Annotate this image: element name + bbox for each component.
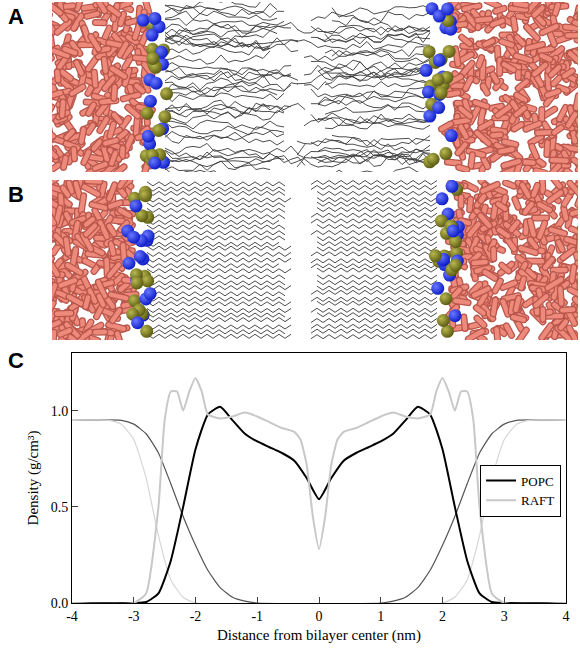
svg-text:-3: -3 <box>128 609 140 624</box>
svg-text:0.0: 0.0 <box>51 596 69 611</box>
svg-text:0.5: 0.5 <box>51 500 69 515</box>
svg-text:1: 1 <box>377 609 384 624</box>
svg-text:-4: -4 <box>66 609 78 624</box>
svg-text:POPC: POPC <box>521 474 554 489</box>
svg-text:Density (g/cm³): Density (g/cm³) <box>25 431 42 526</box>
svg-text:-1: -1 <box>251 609 263 624</box>
svg-text:0: 0 <box>316 609 323 624</box>
svg-text:2: 2 <box>439 609 446 624</box>
svg-text:1.0: 1.0 <box>51 404 69 419</box>
html-text:C: C <box>8 348 24 373</box>
html-text:A: A <box>8 4 24 29</box>
html-text:B: B <box>8 182 24 207</box>
svg-text:RAFT: RAFT <box>521 493 554 508</box>
svg-text:4: 4 <box>563 609 570 624</box>
svg-text:3: 3 <box>501 609 508 624</box>
svg-text:-2: -2 <box>190 609 202 624</box>
svg-text:Distance from bilayer center (: Distance from bilayer center (nm) <box>217 627 421 644</box>
